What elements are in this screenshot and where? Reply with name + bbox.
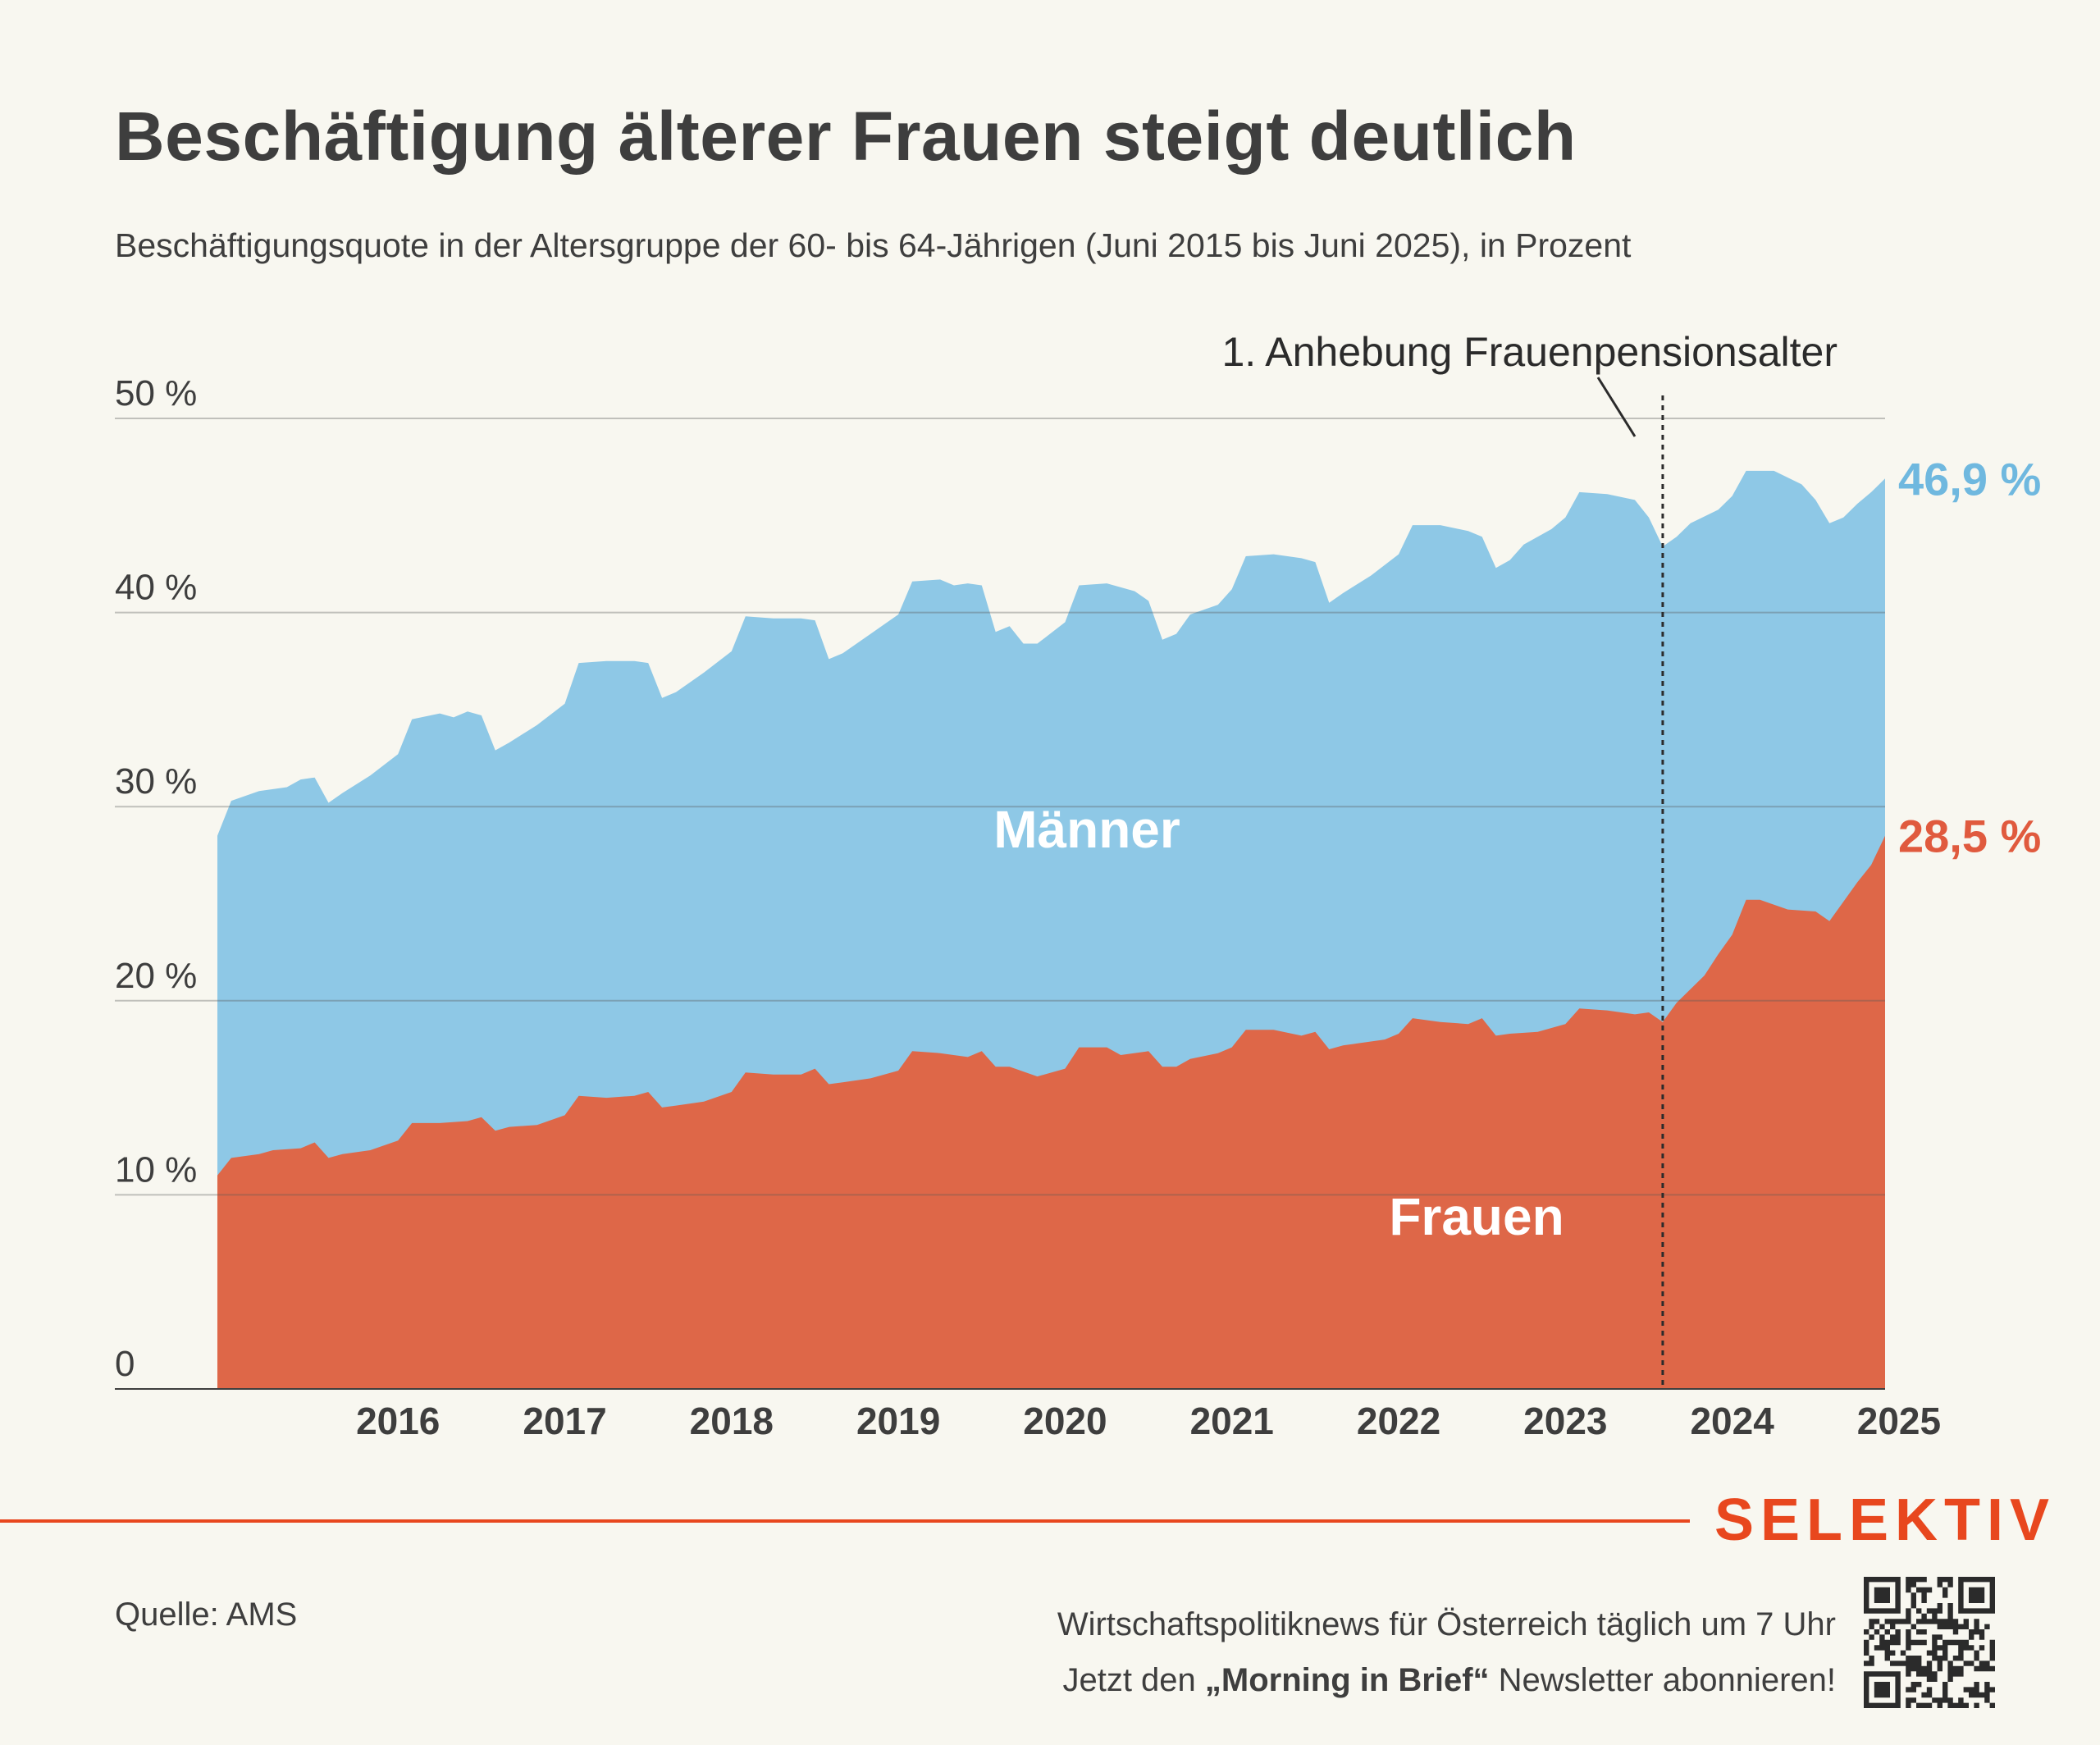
promo-line-2[interactable]: Jetzt den „Morning in Brief“ Newsletter …	[1062, 1662, 1836, 1698]
end-label-maenner: 46,9 %	[1898, 453, 2041, 505]
y-tick-label: 20 %	[115, 956, 197, 996]
brand-logo: SELEKTIV	[1714, 1487, 2057, 1553]
chart-title: Beschäftigung älterer Frauen steigt deut…	[115, 98, 1577, 175]
area-chart: 0 10 % 20 % 30 % 40 % 50 % 2016 2017 2018 2019 202…	[115, 329, 2041, 1442]
qr-code-icon[interactable]	[1864, 1577, 1995, 1708]
area-label-frauen: Frauen	[1389, 1187, 1564, 1246]
promo-line-1: Wirtschaftspolitiknews für Österreich tä…	[1057, 1606, 1836, 1642]
y-tick-label: 40 %	[115, 568, 197, 608]
y-tick-label: 10 %	[115, 1149, 197, 1190]
x-tick-label: 2019	[856, 1400, 940, 1442]
x-tick-label: 2018	[690, 1400, 774, 1442]
qr-code-modules	[1864, 1577, 1995, 1708]
x-tick-label: 2025	[1857, 1400, 1941, 1442]
y-tick-label: 30 %	[115, 761, 197, 802]
chart-subtitle: Beschäftigungsquote in der Altersgruppe …	[115, 226, 1632, 264]
newsletter-promo: Wirtschaftspolitiknews für Österreich tä…	[1057, 1597, 1836, 1708]
x-tick-label: 2016	[356, 1400, 440, 1442]
annotation-label: 1. Anhebung Frauenpensionsalter	[1221, 329, 1838, 375]
area-label-maenner: Männer	[993, 800, 1180, 859]
y-tick-label: 0	[115, 1344, 135, 1384]
x-tick-label: 2023	[1523, 1400, 1607, 1442]
end-label-frauen: 28,5 %	[1898, 811, 2041, 862]
x-tick-label: 2022	[1357, 1400, 1440, 1442]
y-tick-label: 50 %	[115, 373, 197, 413]
annotation-pointer	[1596, 377, 1637, 437]
series-area-frauen	[217, 835, 1885, 1389]
x-tick-label: 2017	[523, 1400, 606, 1442]
newsletter-name: „Morning in Brief“	[1204, 1662, 1490, 1698]
x-tick-label: 2021	[1190, 1400, 1274, 1442]
footer-divider	[0, 1519, 1690, 1523]
x-tick-label: 2020	[1023, 1400, 1107, 1442]
source-note: Quelle: AMS	[115, 1597, 298, 1633]
x-tick-label: 2024	[1690, 1400, 1774, 1442]
